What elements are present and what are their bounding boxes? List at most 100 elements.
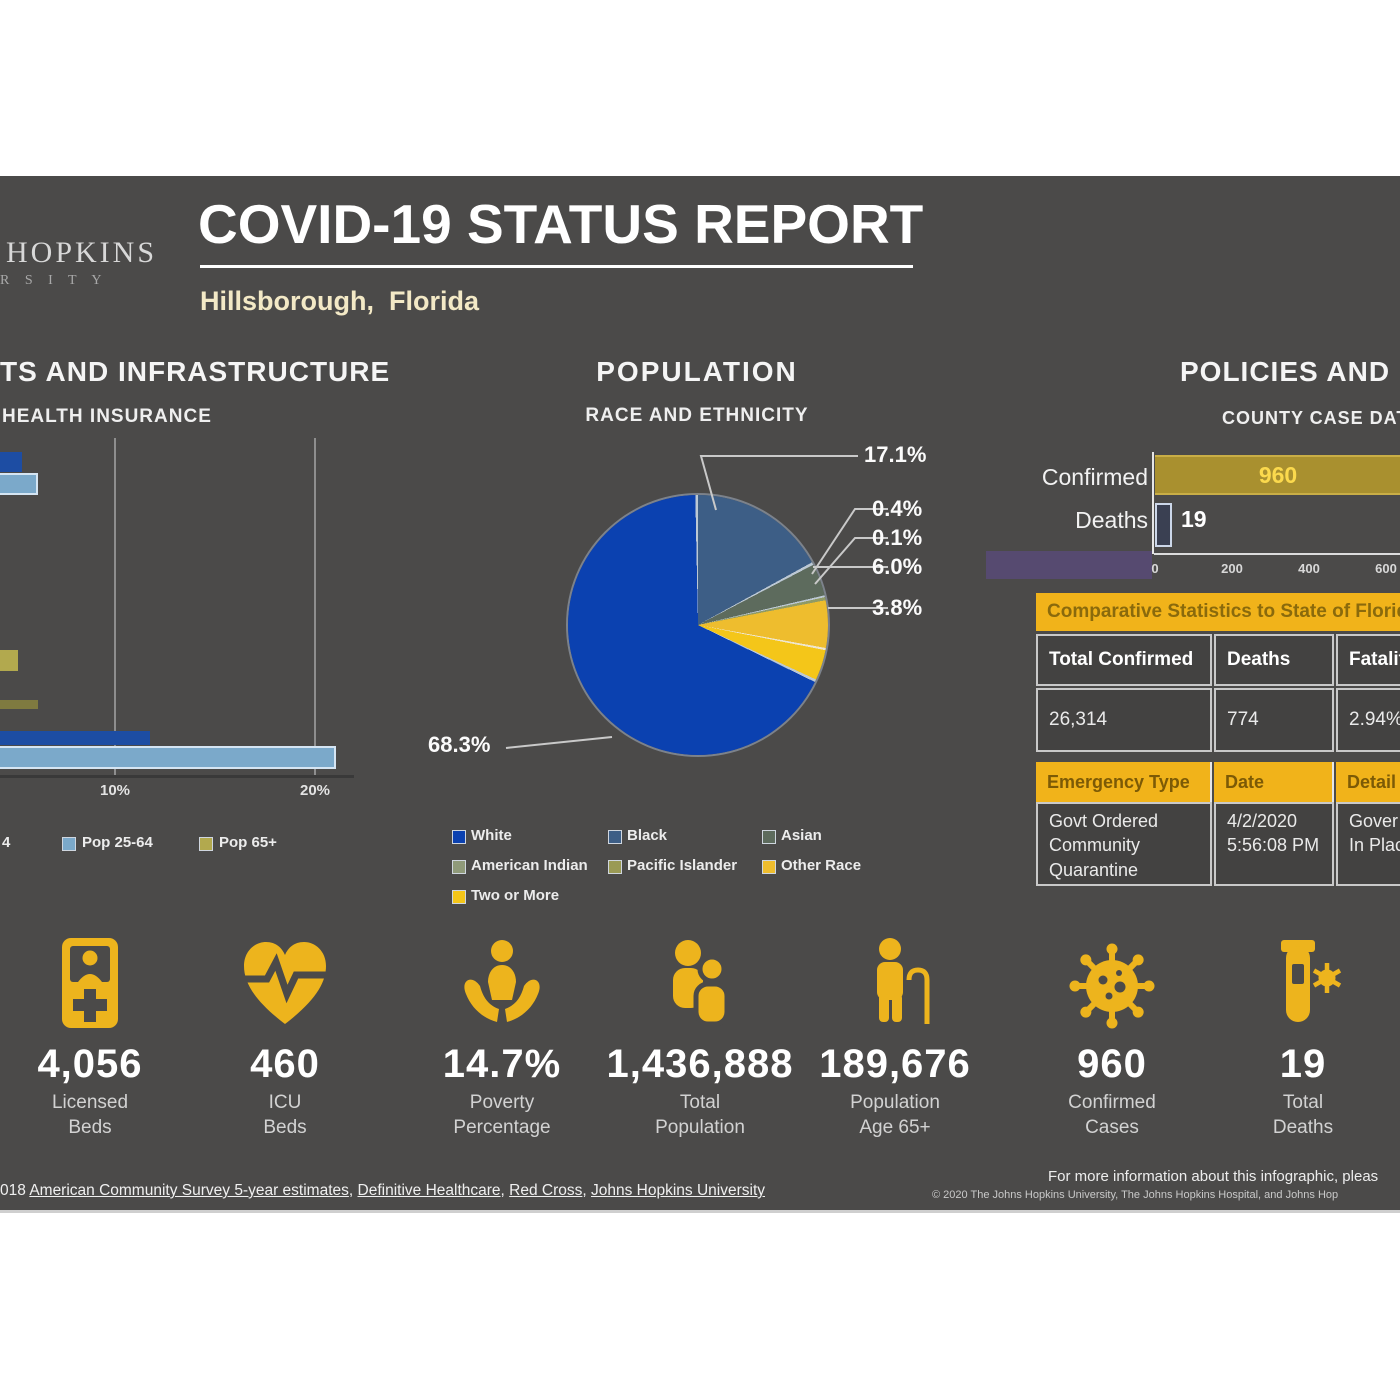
stat-label: Poverty Percentage [453,1092,551,1138]
hi-bar-olive-thin [0,700,38,709]
hi-bar-group2-pop25-64 [0,746,336,769]
stat-total-population: 1,436,888 Total Population [600,934,800,1140]
pie-legend-other-race: Other Race [781,857,862,874]
pie-legend-swatch-american-indian [452,860,466,874]
deaths-category-label: Deaths [1075,507,1148,533]
ccd-tick-0: 0 [1151,561,1159,576]
pie-legend-two-or-more: Two or More [471,887,560,904]
pie-legend-american-indian: American Indian [471,857,588,874]
stat-label: Total Population [655,1092,745,1138]
source-definitive-healthcare-link: Definitive Healthcare [357,1182,501,1199]
comparative-val-total-confirmed: 26,314 [1036,688,1212,752]
deaths-bar [1155,503,1172,547]
more-info-text: For more information about this infograp… [1048,1168,1379,1185]
pie-legend-swatch-asian [762,830,776,844]
stat-label: Population Age 65+ [850,1092,940,1138]
comparative-col-total-confirmed: Total Confirmed [1036,634,1212,686]
stat-value: 960 [1077,1042,1147,1086]
title-underline [200,265,913,268]
pie-callout-lines [505,455,888,749]
stat-value: 1,436,888 [606,1042,794,1086]
pie-legend-asian: Asian [781,827,822,844]
pie-legend-pacific-islander: Pacific Islander [627,857,738,874]
pie-legend-white: White [471,827,512,844]
hi-legend-swatch-pop25-64 [62,837,76,851]
deaths-bar-value: 19 [1181,506,1207,532]
hi-x-axis [0,775,354,778]
stat-age-65: 189,676 Population Age 65+ [795,934,995,1140]
stat-value: 189,676 [819,1042,971,1086]
source-fragment: 018 [0,1182,30,1199]
ccd-purple-strip [986,551,1152,579]
jhu-logo-text: HOPKINS [6,236,158,269]
ccd-x-axis [1154,553,1400,555]
hi-tick-10: 10% [99,782,131,799]
pie-label-other-race: 6.0% [872,554,923,579]
gridline-10pct [114,438,116,776]
ccd-tick-200: 200 [1221,561,1243,576]
comparative-val-deaths: 774 [1214,688,1334,752]
stat-poverty: 14.7% Poverty Percentage [402,934,602,1140]
confirmed-cases-icon [1069,943,1155,1029]
section-title-population: POPULATION [596,356,798,387]
copyright-text: © 2020 The Johns Hopkins University, The… [932,1189,1339,1201]
hi-legend-pop65: Pop 65+ [219,834,277,851]
source-acs-link: American Community Survey 5-year estimat… [29,1182,349,1199]
source-jhu-link: Johns Hopkins University [591,1182,766,1199]
total-deaths-icon [1281,940,1342,1022]
emergency-val-date: 4/2/2020 5:56:08 PM [1214,802,1334,886]
stat-value: 14.7% [442,1042,562,1086]
hi-bar-group1-pop25-64 [0,473,38,495]
source-red-cross-link: Red Cross [509,1182,583,1199]
comparative-val-fatality: 2.94% [1336,688,1400,752]
stat-icu-beds: 460 ICU Beds [185,934,385,1140]
section-title-infrastructure: TS AND INFRASTRUCTURE [0,356,391,387]
icu-beds-icon [243,942,327,1024]
emergency-col-type: Emergency Type [1036,762,1212,802]
jhu-logo-subtext: R S I T Y [0,273,108,288]
stat-label: Licensed Beds [51,1092,129,1138]
stat-confirmed-cases: 960 Confirmed Cases [1012,934,1212,1140]
emergency-col-details: Detail [1336,762,1400,802]
poverty-icon [464,940,540,1022]
stat-label: Confirmed Cases [1068,1092,1156,1138]
chart-title-county-case-data: COUNTY CASE DATA [1222,408,1400,428]
ccd-tick-400: 400 [1298,561,1320,576]
chart-title-race-ethnicity: RACE AND ETHNICITY [585,405,809,426]
ccd-zero-axis [1152,452,1154,554]
comparative-col-deaths: Deaths [1214,634,1334,686]
pie-label-white: 68.3% [428,732,491,757]
hi-bar-pop65 [0,650,18,671]
stat-value: 460 [250,1042,320,1086]
stat-label: Total Deaths [1272,1092,1334,1138]
pie-legend-swatch-white [452,830,466,844]
race-ethnicity-pie [568,495,828,755]
confirmed-bar: 960 [1155,455,1400,495]
stat-value: 19 [1279,1042,1327,1086]
emergency-val-details: Gover In Plac [1336,802,1400,886]
age-65-icon [877,938,930,1024]
page-title: COVID-19 STATUS REPORT [198,193,924,255]
hi-legend-swatch-pop65 [199,837,213,851]
comparative-table-title: Comparative Statistics to State of Flori… [1036,593,1400,631]
pie-legend-swatch-pacific-islander [608,860,622,874]
emergency-val-type: Govt Ordered Community Quarantine [1036,802,1212,886]
hi-bar-group1-pop0-24 [0,452,22,472]
hi-legend-pop25-64: Pop 25-64 [82,834,153,851]
pie-label-two-or-more: 3.8% [872,595,923,620]
stat-licensed-beds: 4,056 Licensed Beds [0,934,190,1140]
stat-total-deaths: 19 Total Deaths [1203,934,1400,1140]
section-title-policies: POLICIES AND CA [1180,356,1400,387]
gridline-20pct [314,438,316,776]
pie-legend-black: Black [627,827,668,844]
stat-label: ICU Beds [263,1092,307,1138]
pie-legend-swatch-other-race [762,860,776,874]
pie-label-pacific-islander: 0.1% [872,525,923,550]
hi-bar-group2-pop0-24 [0,731,150,745]
ccd-tick-600: 600 [1375,561,1397,576]
pie-label-black: 17.1% [864,442,927,467]
confirmed-category-label: Confirmed [1041,464,1148,490]
pie-legend-swatch-black [608,830,622,844]
hi-legend-fragment: 4 [2,834,11,851]
